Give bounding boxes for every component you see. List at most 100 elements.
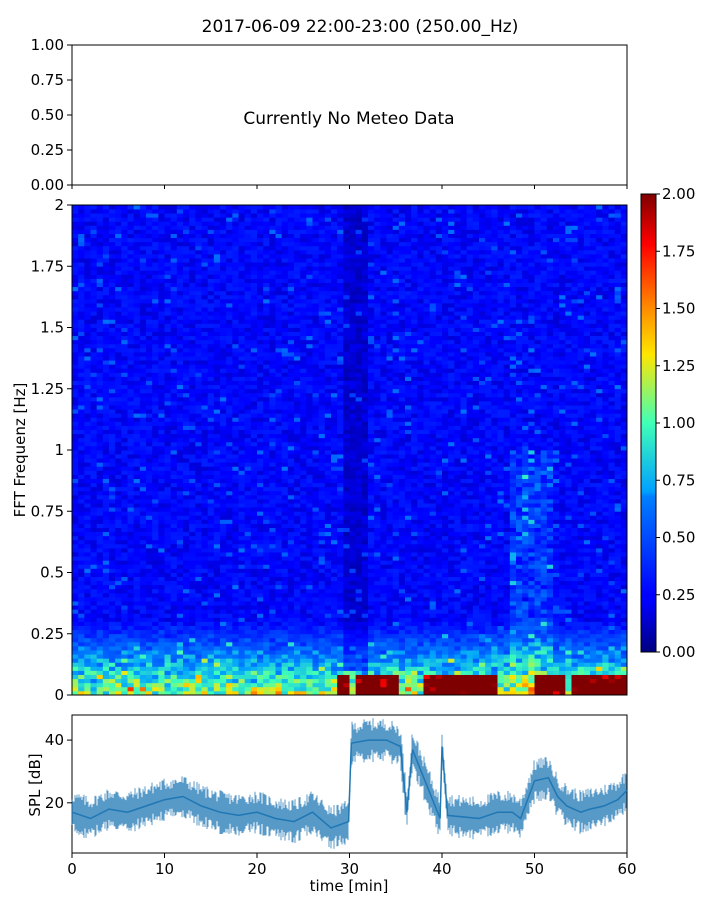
spectrogram-cell [294,441,301,447]
spectrogram-cell [207,511,215,516]
spectrogram-cell [312,339,320,345]
spectrogram-cell [257,539,264,545]
spectrogram-cell [164,592,172,598]
spectrogram-cell [287,531,295,537]
spectrogram-cell [226,597,233,602]
spectrogram-cell [78,221,85,226]
spectrogram-cell [220,650,227,655]
spectrogram-cell [257,311,264,316]
spectrogram-cell [238,405,246,410]
spectrogram-cell [146,548,153,553]
spectrogram-cell [146,298,153,304]
spectrogram-cell [164,503,172,508]
spectrogram-cell [133,560,141,565]
spectrogram-cell [78,413,85,418]
spectrogram-cell [207,221,215,226]
spectrogram-cell [121,658,128,663]
spectrogram-cell [250,237,258,243]
spectrogram-cell [183,237,190,243]
spectrogram-cell [201,209,209,214]
spectrogram-cell [139,205,147,210]
spectrogram-cell [281,494,289,500]
spectrogram-cell [324,609,332,614]
spectrogram-cell [96,641,104,647]
spectrogram-cell [96,290,104,296]
spectrogram-cell [281,360,289,365]
spectrogram-cell [96,548,104,553]
spectrogram-cell [158,347,165,353]
spectrogram-cell [96,401,104,406]
spectrogram-cell [90,625,98,631]
spectrogram-cell [115,413,122,418]
spectrogram-cell [281,609,289,614]
spectrogram-cell [269,225,276,230]
spectrogram-cell [250,633,258,639]
spectrogram-cell [232,605,239,610]
spectrogram-cell [287,368,295,373]
spectrogram-cell [133,670,141,675]
spectrogram-cell [324,658,332,663]
spectrogram-cell [146,613,153,618]
spectrogram-cell [294,666,301,671]
spectrogram-cell [176,384,184,390]
spectrogram-cell [207,490,215,496]
spectrogram-cell [133,662,141,667]
spectrogram-cell [152,556,159,561]
spectrogram-cell [281,331,289,337]
spectrogram-cell [189,572,196,577]
spectrogram-cell [226,270,233,275]
spectrogram-cell [146,564,153,569]
spectrogram-cell [226,225,233,230]
spectrogram-cell [96,482,104,488]
spectrogram-cell [84,270,91,275]
spectrogram-cell [250,376,258,381]
spectrogram-cell [84,486,91,492]
spectrogram-cell [78,258,85,263]
spectrogram-cell [152,658,159,663]
spectrogram-cell [139,237,147,243]
spectrogram-cell [78,417,85,422]
spectrogram-cell [164,450,172,455]
spectrogram-cell [176,205,184,210]
spectrogram-cell [78,323,85,328]
spectrogram-cell [238,245,246,251]
spectrogram-cell [146,552,153,557]
spectrogram-cell [207,205,215,210]
spectrogram-cell [238,364,246,369]
spectrogram-cell [152,303,159,308]
spectrogram-cell [226,433,233,439]
spectrogram-cell [238,225,246,230]
spectrogram-cell [238,682,246,688]
spectrogram-cell [90,560,98,565]
spectrogram-cell [306,315,313,320]
spectrogram-cell [306,462,313,467]
spectrogram-cell [170,213,178,218]
spectrogram-cell [90,429,98,435]
spectrogram-cell [263,564,270,569]
spectrogram-cell [121,527,128,533]
spectrogram-cell [294,474,301,479]
spectrogram-cell [287,245,295,251]
spectrogram-cell [109,482,116,488]
spectrogram-cell [164,674,172,680]
spectrogram-cell [324,690,332,696]
spectrogram-cell [189,450,196,455]
spectrogram-cell [207,625,215,631]
spectrogram-cell [102,209,110,214]
spectrogram-cell [201,307,209,312]
spectrogram-cell [164,458,172,463]
spectrogram-cell [90,523,98,528]
spectrogram-cell [84,266,91,271]
spectrogram-cell [318,662,326,667]
spectrogram-cell [127,650,135,655]
spectrogram-cell [109,417,116,422]
spectrogram-cell [213,384,221,390]
spectrogram-cell [269,584,276,590]
spectrogram-cell [158,221,165,226]
spectrogram-cell [127,527,135,533]
spectrogram-cell [287,641,295,647]
spectrogram-cell [84,388,91,394]
spectrogram-cell [269,560,276,565]
spectrogram-cell [275,539,283,545]
spectrogram-cell [158,401,165,406]
